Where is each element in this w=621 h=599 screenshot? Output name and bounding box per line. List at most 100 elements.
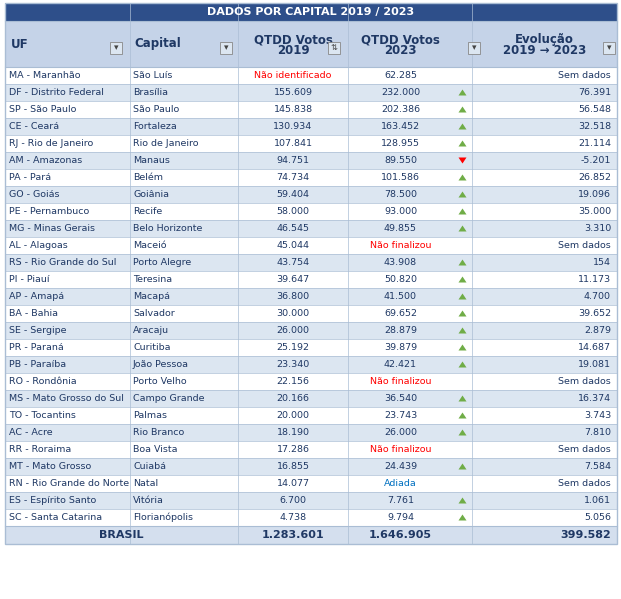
Text: 163.452: 163.452: [381, 122, 420, 131]
Text: Sem dados: Sem dados: [558, 377, 611, 386]
Bar: [5, 407, 617, 424]
Text: MA - Maranhão: MA - Maranhão: [9, 71, 81, 80]
Text: Não finalizou: Não finalizou: [369, 241, 431, 250]
Polygon shape: [458, 277, 466, 283]
Bar: [5, 373, 617, 390]
Polygon shape: [458, 141, 466, 147]
Text: 59.404: 59.404: [276, 190, 309, 199]
Polygon shape: [458, 362, 466, 368]
Text: 24.439: 24.439: [384, 462, 417, 471]
Text: MG - Minas Gerais: MG - Minas Gerais: [9, 224, 95, 233]
Text: AP - Amapá: AP - Amapá: [9, 292, 64, 301]
Text: 9.794: 9.794: [387, 513, 414, 522]
Text: 36.540: 36.540: [384, 394, 417, 403]
Text: Goiânia: Goiânia: [133, 190, 169, 199]
Text: PR - Paraná: PR - Paraná: [9, 343, 64, 352]
Text: 2019 → 2023: 2019 → 2023: [503, 44, 586, 58]
Text: PB - Paraíba: PB - Paraíba: [9, 360, 66, 369]
Text: RR - Roraima: RR - Roraima: [9, 445, 71, 454]
Text: Teresina: Teresina: [133, 275, 172, 284]
Text: 1.646.905: 1.646.905: [369, 530, 432, 540]
Text: Vitória: Vitória: [133, 496, 164, 505]
Text: Belém: Belém: [133, 173, 163, 182]
Text: 93.000: 93.000: [384, 207, 417, 216]
Text: 130.934: 130.934: [273, 122, 312, 131]
Text: 35.000: 35.000: [578, 207, 611, 216]
Text: Curitiba: Curitiba: [133, 343, 171, 352]
Text: 7.584: 7.584: [584, 462, 611, 471]
Text: ▾: ▾: [607, 43, 611, 52]
Text: SC - Santa Catarina: SC - Santa Catarina: [9, 513, 102, 522]
Text: 46.545: 46.545: [276, 224, 309, 233]
Polygon shape: [458, 328, 466, 334]
Polygon shape: [458, 413, 466, 419]
Bar: [5, 21, 617, 67]
Bar: [5, 509, 617, 526]
Text: 36.800: 36.800: [276, 292, 309, 301]
Text: 78.500: 78.500: [384, 190, 417, 199]
Text: Sem dados: Sem dados: [558, 241, 611, 250]
Text: 76.391: 76.391: [578, 88, 611, 97]
Text: Fortaleza: Fortaleza: [133, 122, 177, 131]
Bar: [5, 118, 617, 135]
Text: BA - Bahia: BA - Bahia: [9, 309, 58, 318]
Text: 23.340: 23.340: [276, 360, 310, 369]
Bar: [5, 3, 617, 21]
Bar: [220, 42, 232, 54]
Text: 21.114: 21.114: [578, 139, 611, 148]
Text: 30.000: 30.000: [276, 309, 309, 318]
Text: 2.879: 2.879: [584, 326, 611, 335]
Text: Adiada: Adiada: [384, 479, 417, 488]
Text: Palmas: Palmas: [133, 411, 167, 420]
Text: 89.550: 89.550: [384, 156, 417, 165]
Text: 56.548: 56.548: [578, 105, 611, 114]
Bar: [328, 42, 340, 54]
Text: 107.841: 107.841: [273, 139, 312, 148]
Text: PA - Pará: PA - Pará: [9, 173, 51, 182]
Text: 23.743: 23.743: [384, 411, 417, 420]
Text: João Pessoa: João Pessoa: [133, 360, 189, 369]
Text: 17.286: 17.286: [276, 445, 309, 454]
Text: São Luís: São Luís: [133, 71, 173, 80]
Text: Natal: Natal: [133, 479, 158, 488]
Text: 50.820: 50.820: [384, 275, 417, 284]
Text: Porto Velho: Porto Velho: [133, 377, 187, 386]
Bar: [5, 441, 617, 458]
Text: Belo Horizonte: Belo Horizonte: [133, 224, 202, 233]
Bar: [5, 288, 617, 305]
Bar: [5, 339, 617, 356]
Text: 232.000: 232.000: [381, 88, 420, 97]
Text: 14.077: 14.077: [276, 479, 309, 488]
Bar: [5, 186, 617, 203]
Polygon shape: [458, 259, 466, 265]
Text: 39.647: 39.647: [276, 275, 309, 284]
Text: 49.855: 49.855: [384, 224, 417, 233]
Bar: [5, 135, 617, 152]
Text: Capital: Capital: [134, 38, 181, 50]
Polygon shape: [458, 515, 466, 521]
Text: Recife: Recife: [133, 207, 162, 216]
Text: QTDD Votos: QTDD Votos: [253, 34, 332, 47]
Text: CE - Ceará: CE - Ceará: [9, 122, 59, 131]
Text: ▾: ▾: [114, 43, 118, 52]
Text: 42.421: 42.421: [384, 360, 417, 369]
Text: 5.056: 5.056: [584, 513, 611, 522]
Text: 16.855: 16.855: [276, 462, 309, 471]
Text: Não finalizou: Não finalizou: [369, 445, 431, 454]
Text: UF: UF: [11, 38, 29, 50]
Polygon shape: [458, 498, 466, 504]
Polygon shape: [458, 208, 466, 214]
Text: Sem dados: Sem dados: [558, 71, 611, 80]
Bar: [5, 390, 617, 407]
Text: 145.838: 145.838: [273, 105, 312, 114]
Bar: [603, 42, 615, 54]
Text: Cuiabá: Cuiabá: [133, 462, 166, 471]
Text: Maceió: Maceió: [133, 241, 166, 250]
Text: Porto Alegre: Porto Alegre: [133, 258, 191, 267]
Text: Rio de Janeiro: Rio de Janeiro: [133, 139, 199, 148]
Text: PI - Piauí: PI - Piauí: [9, 275, 50, 284]
Text: ES - Espírito Santo: ES - Espírito Santo: [9, 496, 96, 505]
Text: 1.283.601: 1.283.601: [261, 530, 324, 540]
Text: Não finalizou: Não finalizou: [369, 377, 431, 386]
Text: 16.374: 16.374: [578, 394, 611, 403]
